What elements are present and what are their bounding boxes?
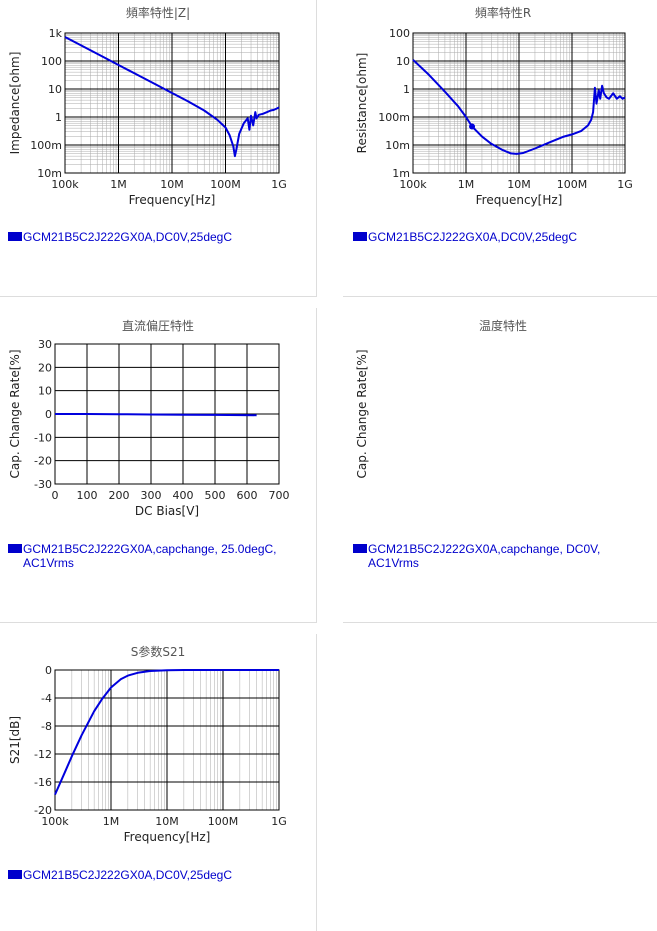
y-tick-label: 1k [49, 27, 63, 40]
x-tick-label: 100 [77, 489, 98, 502]
y-axis-label: Resistance[ohm] [355, 53, 369, 154]
plot-border [412, 32, 626, 174]
x-tick-label: 1M [103, 815, 120, 828]
legend-text: GCM21B5C2J222GX0A,capchange, DC0V, AC1Vr… [368, 542, 601, 570]
legend-swatch [353, 544, 367, 553]
x-tick-label: 200 [109, 489, 130, 502]
legend-swatch [8, 544, 22, 553]
legend-impedance: GCM21B5C2J222GX0A,DC0V,25degC [8, 230, 308, 244]
y-axis-label: Cap. Change Rate[%] [8, 349, 22, 478]
chart-title: 頻率特性R [475, 5, 531, 20]
y-axis-label: S21[dB] [8, 716, 22, 764]
x-axis-label: Frequency[Hz] [129, 193, 216, 207]
x-tick-label: 1G [617, 178, 633, 191]
series-line [54, 669, 279, 796]
y-tick-label: 1 [55, 111, 62, 124]
x-axis-label: DC Bias[V] [135, 504, 199, 518]
x-tick-label: 700 [269, 489, 290, 502]
y-axis-label: Impedance[ohm] [8, 52, 22, 155]
series-line [412, 59, 626, 155]
chart-title: 直流偏圧特性 [122, 318, 194, 333]
x-tick-label: 100k [399, 178, 427, 191]
x-tick-label: 1M [110, 178, 127, 191]
panel-dcbias: 直流偏圧特性 0 100 200 300 400 500 600 700 30 20 10 0 -10 -2… [0, 308, 317, 623]
y-tick-label: -30 [34, 478, 52, 491]
x-tick-label: 100M [557, 178, 588, 191]
legend-dcbias: GCM21B5C2J222GX0A,capchange, 25.0degC, A… [8, 542, 308, 570]
y-tick-label: 0 [45, 408, 52, 421]
y-tick-label: 100m [30, 139, 62, 152]
chart-title: S参数S21 [131, 644, 186, 659]
x-tick-label: 600 [237, 489, 258, 502]
x-tick-label: 100M [210, 178, 241, 191]
x-axis-label: Frequency[Hz] [124, 830, 211, 844]
y-tick-label: 1 [403, 83, 410, 96]
chart-impedance: 頻率特性|Z| 100k 1M 10M 100M 1G 1k 100 10 1 100m 10m Fre… [8, 5, 287, 207]
chart-title: 頻率特性|Z| [126, 5, 190, 20]
legend-swatch [8, 870, 22, 879]
legend-text: GCM21B5C2J222GX0A,DC0V,25degC [23, 868, 233, 882]
x-tick-label: 100k [41, 815, 69, 828]
x-tick-label: 10M [160, 178, 184, 191]
x-tick-label: 10M [155, 815, 179, 828]
chart-s21: S参数S21 100k 1M 10M 100M 1G 0 -4 -8 -12 -16 -20 Frequ… [8, 644, 287, 844]
y-tick-label: -20 [34, 455, 52, 468]
y-tick-label: -8 [41, 720, 52, 733]
y-tick-label: 10 [48, 83, 62, 96]
x-tick-label: 1G [271, 178, 287, 191]
legend-text: GCM21B5C2J222GX0A,capchange, 25.0degC, A… [23, 542, 277, 570]
legend-temperature: GCM21B5C2J222GX0A,capchange, DC0V, AC1Vr… [353, 542, 653, 570]
y-axis-label: Cap. Change Rate[%] [355, 349, 369, 478]
plot-border [64, 32, 280, 174]
y-tick-label: -12 [34, 748, 52, 761]
y-tick-label: 10m [385, 139, 410, 152]
x-tick-label: 0 [52, 489, 59, 502]
legend-text: GCM21B5C2J222GX0A,DC0V,25degC [368, 230, 578, 244]
panel-impedance: 頻率特性|Z| 100k 1M 10M 100M 1G 1k 100 10 1 100m 10m Fre… [0, 0, 317, 297]
series-line [55, 413, 257, 417]
y-tick-label: 10m [37, 167, 62, 180]
x-tick-label: 10M [507, 178, 531, 191]
y-tick-label: 10 [38, 385, 52, 398]
panel-resistance: 頻率特性R 100k 1M 10M 100M 1G 100 10 1 100m 10m 1m Frequ… [343, 0, 657, 297]
y-tick-label: 30 [38, 338, 52, 351]
y-tick-label: 100 [41, 55, 62, 68]
y-tick-label: 100 [389, 27, 410, 40]
x-tick-label: 300 [141, 489, 162, 502]
y-tick-label: 10 [396, 55, 410, 68]
y-tick-label: -4 [41, 692, 52, 705]
legend-resistance: GCM21B5C2J222GX0A,DC0V,25degC [353, 230, 653, 244]
y-tick-label: -16 [34, 776, 52, 789]
chart-temperature: 温度特性-80-40040801201603020100-10-20-30Tem… [355, 318, 527, 479]
legend-swatch [353, 232, 367, 241]
x-tick-label: 100k [51, 178, 79, 191]
y-tick-label: -20 [34, 804, 52, 817]
x-axis-label: Frequency[Hz] [476, 193, 563, 207]
x-tick-label: 100M [208, 815, 239, 828]
panel-s21: S参数S21 100k 1M 10M 100M 1G 0 -4 -8 -12 -16 -20 Frequ… [0, 634, 317, 931]
y-tick-label: 0 [45, 664, 52, 677]
y-tick-label: 100m [378, 111, 410, 124]
y-tick-label: -10 [34, 431, 52, 444]
x-tick-label: 500 [205, 489, 226, 502]
chart-resistance: 頻率特性R 100k 1M 10M 100M 1G 100 10 1 100m 10m 1m Frequ… [355, 5, 633, 207]
y-tick-label: 20 [38, 361, 52, 374]
x-tick-label: 1M [458, 178, 475, 191]
legend-s21: GCM21B5C2J222GX0A,DC0V,25degC [8, 868, 308, 882]
panel-temperature: 温度特性-80-40040801201603020100-10-20-30Tem… [343, 308, 657, 623]
data-marker [469, 123, 476, 130]
x-tick-label: 400 [173, 489, 194, 502]
legend-text: GCM21B5C2J222GX0A,DC0V,25degC [23, 230, 233, 244]
x-tick-label: 1G [271, 815, 287, 828]
chart-title: 温度特性 [479, 318, 527, 333]
y-tick-label: 1m [392, 167, 410, 180]
legend-swatch [8, 232, 22, 241]
series-line [64, 36, 280, 158]
